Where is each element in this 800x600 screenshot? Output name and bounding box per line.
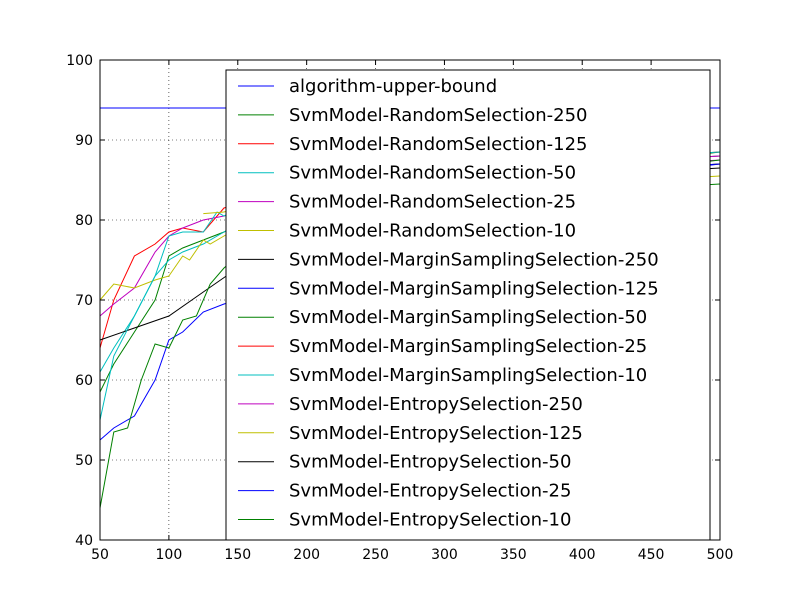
y-tick-label: 60 bbox=[75, 373, 93, 389]
x-tick-label: 450 bbox=[638, 547, 665, 563]
x-tick-label: 350 bbox=[500, 547, 527, 563]
y-tick-label: 50 bbox=[75, 453, 93, 469]
legend: algorithm-upper-bound SvmModel-RandomSele… bbox=[225, 69, 711, 541]
legend-label: SvmModel-EntropySelection-125 bbox=[289, 423, 583, 444]
legend-label: SvmModel-MarginSamplingSelection-250 bbox=[289, 249, 659, 270]
legend-label: SvmModel-MarginSamplingSelection-25 bbox=[289, 336, 647, 357]
x-tick-label: 200 bbox=[293, 547, 320, 563]
y-tick-label: 70 bbox=[75, 293, 93, 309]
legend-label: SvmModel-MarginSamplingSelection-10 bbox=[289, 365, 647, 386]
y-tick-label: 100 bbox=[66, 53, 93, 69]
legend-label: SvmModel-EntropySelection-25 bbox=[289, 481, 571, 502]
y-tick-label: 80 bbox=[75, 213, 93, 229]
legend-label: SvmModel-RandomSelection-250 bbox=[289, 105, 587, 126]
legend-label: SvmModel-EntropySelection-10 bbox=[289, 510, 571, 531]
y-tick-label: 90 bbox=[75, 133, 93, 149]
axis-ticks: 50 100 150 200 250 300 350 400 450 50040506070809… bbox=[66, 53, 733, 563]
x-tick-label: 100 bbox=[156, 547, 183, 563]
x-tick-label: 50 bbox=[91, 547, 109, 563]
legend-label: SvmModel-MarginSamplingSelection-50 bbox=[289, 307, 647, 328]
x-tick-label: 250 bbox=[362, 547, 389, 563]
legend-label: SvmModel-RandomSelection-50 bbox=[289, 163, 576, 184]
legend-box bbox=[225, 69, 711, 541]
x-tick-label: 300 bbox=[431, 547, 458, 563]
x-tick-label: 400 bbox=[569, 547, 596, 563]
legend-label: SvmModel-EntropySelection-50 bbox=[289, 452, 571, 473]
legend-label: SvmModel-RandomSelection-10 bbox=[289, 221, 576, 242]
legend-label: algorithm-upper-bound bbox=[289, 76, 497, 97]
legend-label: SvmModel-MarginSamplingSelection-125 bbox=[289, 278, 659, 299]
x-tick-label: 150 bbox=[224, 547, 251, 563]
legend-label: SvmModel-RandomSelection-25 bbox=[289, 192, 576, 213]
legend-label: SvmModel-RandomSelection-125 bbox=[289, 134, 587, 155]
legend-label: SvmModel-EntropySelection-250 bbox=[289, 394, 583, 415]
x-tick-label: 500 bbox=[707, 547, 734, 563]
y-tick-label: 40 bbox=[75, 533, 93, 549]
